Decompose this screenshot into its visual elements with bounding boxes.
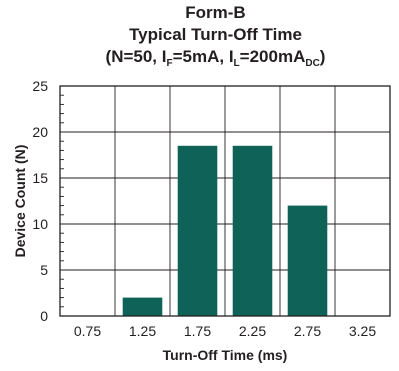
y-ticks: 0 5 10 15 20 25 [32,78,66,324]
x-ticks: 0.75 1.25 1.75 2.25 2.75 3.25 [74,323,376,339]
bar-2.25 [232,145,273,316]
y-tick-label: 20 [32,124,48,140]
x-tick-label: 2.75 [294,323,321,339]
subtitle-sub-f: F [166,58,173,69]
x-tick-label: 1.75 [184,323,211,339]
bar-1.75 [177,145,218,316]
x-tick-label: 0.75 [74,323,101,339]
chart-subtitle: (N=50, IF=5mA, IL=200mADC) [32,46,399,75]
subtitle-main: =200mA [239,47,306,66]
subtitle-sub-l: L [233,58,240,69]
y-tick-label: 0 [40,308,48,324]
bars [122,145,328,316]
y-tick-label: 5 [40,262,48,278]
y-axis-label: Device Count (N) [12,145,28,258]
y-tick-label: 10 [32,216,48,232]
grid-lines [60,85,390,317]
subtitle-close: ) [319,47,326,66]
subtitle-mid: =5mA, I [172,47,234,66]
bar-2.75 [287,205,328,316]
chart-title: Form-B [185,3,246,22]
x-tick-label: 3.25 [349,323,376,339]
subtitle-prefix: (N=50, I [105,47,167,66]
subtitle-sub-dc: DC [305,58,320,69]
y-tick-label: 25 [32,78,48,94]
x-tick-label: 1.25 [129,323,156,339]
plot-frame [59,85,391,317]
chart-title-line-2: Typical Turn-Off Time [129,25,302,44]
x-tick-label: 2.25 [239,323,266,339]
y-tick-label: 15 [32,170,48,186]
bar-1.25 [122,297,163,316]
x-axis-label: Turn-Off Time (ms) [163,347,288,363]
